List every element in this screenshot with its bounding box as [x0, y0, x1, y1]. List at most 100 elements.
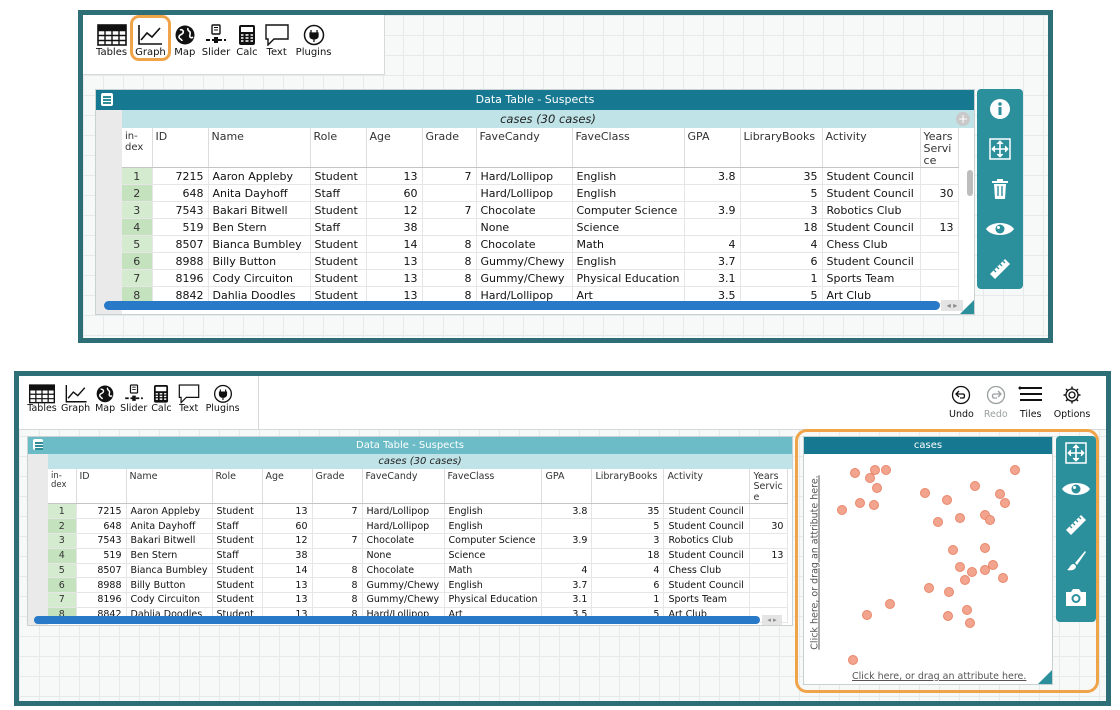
table-row[interactable]: 4 519 Ben Stern Staff 38 None Science 18 Student… — [48, 548, 789, 564]
data-point[interactable] — [967, 567, 977, 577]
cell-role[interactable]: Student — [212, 592, 263, 608]
cell-grade[interactable]: 8 — [422, 269, 477, 288]
cell-name[interactable]: Bianca Bumbley — [208, 235, 311, 254]
cell-id[interactable]: 8988 — [152, 252, 209, 271]
cell-activity[interactable]: Student Council — [822, 252, 921, 271]
cell-age[interactable]: 13 — [366, 252, 423, 271]
row-index[interactable]: 5 — [48, 563, 77, 579]
undo-button[interactable]: Undo — [949, 384, 974, 420]
table-title-bar[interactable]: Data Table - Suspects — [96, 90, 974, 110]
cell-favecandy[interactable]: Chocolate — [362, 563, 445, 579]
table-title-bar[interactable]: Data Table - Suspects — [28, 437, 792, 454]
cell-name[interactable]: Billy Button — [126, 577, 213, 594]
cell-name[interactable]: Aaron Appleby — [208, 167, 311, 186]
cell-faveclass[interactable]: Science — [444, 548, 543, 564]
data-point[interactable] — [850, 468, 860, 478]
cell-id[interactable]: 8988 — [76, 577, 127, 594]
cell-id[interactable]: 648 — [152, 184, 209, 203]
column-header[interactable]: FaveClass — [444, 469, 543, 505]
data-point[interactable] — [955, 562, 965, 572]
cell-role[interactable]: Staff — [212, 518, 263, 534]
row-index[interactable]: 2 — [122, 184, 153, 203]
column-header[interactable]: Role — [310, 128, 367, 169]
cell-faveclass[interactable]: English — [444, 577, 543, 594]
cell-yearsservice[interactable] — [749, 592, 789, 608]
cell-yearsservice[interactable]: 13 — [920, 218, 959, 237]
row-index[interactable]: 6 — [122, 252, 153, 271]
data-point[interactable] — [980, 543, 990, 553]
tool-graph[interactable]: Graph — [130, 15, 171, 61]
cell-favecandy[interactable]: Hard/Lollipop — [362, 518, 445, 534]
column-header[interactable]: YearsService — [749, 469, 789, 505]
cell-librarybooks[interactable]: 18 — [591, 548, 665, 564]
cell-grade[interactable]: 7 — [422, 201, 477, 220]
data-point[interactable] — [944, 587, 954, 597]
table-row[interactable]: 5 8507 Bianca Bumbley Student 14 8 Chocolate Ma… — [48, 563, 789, 579]
column-header[interactable]: Role — [212, 469, 263, 505]
column-header[interactable]: FaveCandy — [476, 128, 573, 169]
row-index[interactable]: 3 — [122, 201, 153, 220]
tool-slider[interactable]: Slider — [118, 376, 149, 414]
data-point[interactable] — [920, 488, 930, 498]
data-point[interactable] — [960, 575, 970, 585]
cell-faveclass[interactable]: Computer Science — [572, 201, 685, 220]
eye-button[interactable] — [984, 215, 1016, 247]
cell-id[interactable]: 648 — [76, 518, 127, 534]
cell-name[interactable]: Cody Circuiton — [126, 592, 213, 608]
tool-plugins[interactable]: Plugins — [204, 376, 242, 414]
table-row[interactable]: 2 648 Anita Dayhoff Staff 60 Hard/Lollipop Eng… — [122, 184, 959, 203]
horizontal-scrollbar[interactable] — [104, 301, 940, 310]
cell-age[interactable]: 13 — [262, 503, 313, 520]
cell-librarybooks[interactable]: 6 — [591, 577, 665, 594]
cell-activity[interactable]: Student Council — [663, 577, 751, 594]
cell-librarybooks[interactable]: 4 — [591, 563, 665, 579]
cell-role[interactable]: Student — [310, 235, 367, 254]
info-button[interactable] — [984, 95, 1016, 127]
data-point[interactable] — [870, 465, 880, 475]
cell-favecandy[interactable]: Hard/Lollipop — [476, 286, 573, 305]
cell-age[interactable]: 38 — [262, 548, 313, 564]
table-row[interactable]: 7 8196 Cody Circuiton Student 13 8 Gummy/Chewy… — [122, 269, 959, 288]
cell-librarybooks[interactable]: 3 — [740, 201, 823, 220]
tool-plugins[interactable]: Plugins — [293, 15, 335, 58]
data-point[interactable] — [869, 500, 879, 510]
data-point[interactable] — [1000, 498, 1010, 508]
cell-name[interactable]: Aaron Appleby — [126, 503, 213, 520]
cell-faveclass[interactable]: English — [444, 518, 543, 534]
data-point[interactable] — [970, 481, 980, 491]
data-point[interactable] — [995, 489, 1005, 499]
data-point[interactable] — [955, 513, 965, 523]
tool-calc[interactable]: Calc — [149, 376, 173, 414]
table-row[interactable]: 3 7543 Bakari Bitwell Student 12 7 Chocolate Co… — [122, 201, 959, 220]
column-header[interactable]: LibraryBooks — [740, 128, 823, 169]
tool-tables[interactable]: Tables — [25, 376, 59, 414]
column-header[interactable]: FaveCandy — [362, 469, 445, 505]
row-index[interactable]: 1 — [122, 167, 153, 186]
cell-role[interactable]: Staff — [212, 548, 263, 564]
table-row[interactable]: 1 7215 Aaron Appleby Student 13 7 Hard/Lollipo… — [122, 167, 959, 186]
data-point[interactable] — [872, 483, 882, 493]
cell-librarybooks[interactable]: 4 — [740, 235, 823, 254]
cell-librarybooks[interactable]: 1 — [591, 592, 665, 608]
cell-favecandy[interactable]: Gummy/Chewy — [476, 269, 573, 288]
cell-gpa[interactable] — [684, 184, 741, 203]
cell-grade[interactable]: 8 — [312, 592, 363, 608]
cell-librarybooks[interactable]: 18 — [740, 218, 823, 237]
cell-yearsservice[interactable] — [920, 167, 959, 186]
cell-activity[interactable]: Student Council — [663, 548, 751, 564]
data-point[interactable] — [1010, 465, 1020, 475]
cell-name[interactable]: Cody Circuiton — [208, 269, 311, 288]
resize-handle[interactable] — [1038, 670, 1052, 684]
data-table-tile[interactable]: Data Table - Suspects cases (30 cases) i… — [27, 436, 793, 626]
row-index[interactable]: 3 — [48, 533, 77, 549]
cell-librarybooks[interactable]: 6 — [740, 252, 823, 271]
tool-map[interactable]: Map — [171, 15, 199, 58]
cell-yearsservice[interactable]: 30 — [920, 184, 959, 203]
trash-button[interactable] — [984, 175, 1016, 207]
column-header[interactable]: YearsService — [920, 128, 959, 169]
cell-gpa[interactable]: 3.7 — [541, 577, 593, 594]
cell-age[interactable]: 13 — [262, 577, 313, 594]
tool-slider[interactable]: Slider — [199, 15, 234, 58]
column-header[interactable]: Grade — [422, 128, 477, 169]
cell-activity[interactable]: Chess Club — [663, 563, 751, 579]
